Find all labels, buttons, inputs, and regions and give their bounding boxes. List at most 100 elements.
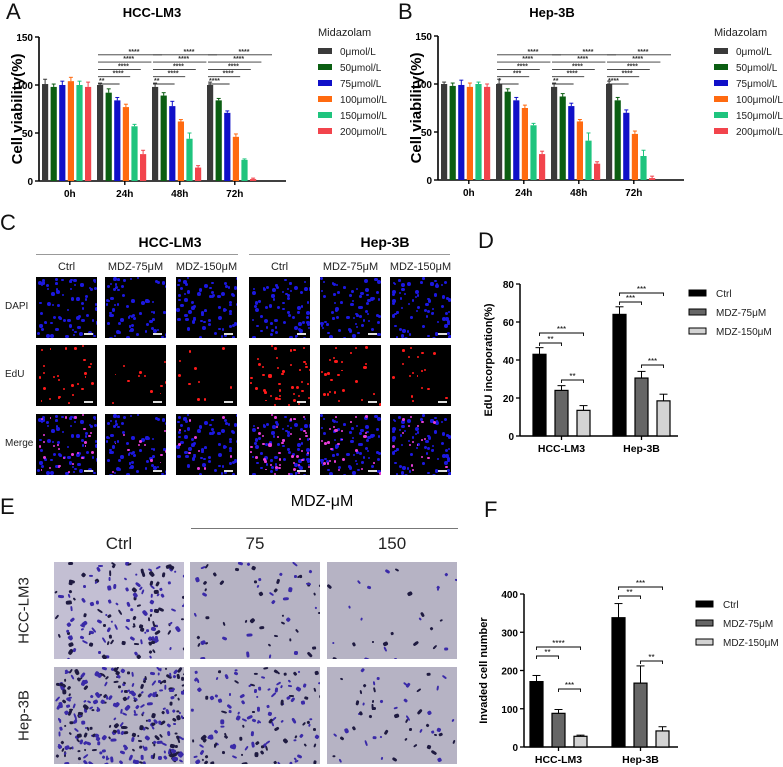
significance-label: ****	[627, 63, 638, 70]
y-tick-label: 0	[508, 432, 514, 443]
bar	[513, 100, 520, 180]
panel-letter-a: A	[6, 0, 21, 24]
bar	[152, 86, 159, 181]
scale-bar	[224, 333, 233, 335]
bar	[496, 84, 503, 180]
legend-swatch	[688, 327, 707, 335]
bar	[215, 100, 222, 181]
bar	[539, 154, 546, 180]
bar	[97, 85, 104, 181]
x-tick-label: 72h	[625, 188, 642, 199]
significance-label: **	[626, 588, 632, 597]
bar	[640, 156, 647, 180]
legend-swatch	[688, 308, 707, 316]
significance-label: ****	[228, 63, 239, 70]
legend-swatch	[714, 48, 728, 54]
y-tick-label: 200	[501, 667, 518, 678]
microscopy-image-dapi	[36, 277, 97, 338]
x-tick-label: 0h	[463, 188, 475, 199]
row-label: HCC-LM3	[15, 577, 33, 644]
bar	[475, 84, 482, 180]
legend-label: 200μmol/L	[736, 127, 783, 138]
significance-label: ****	[239, 49, 250, 56]
legend-swatch	[714, 128, 728, 134]
bar	[131, 126, 138, 181]
column-label: MDZ-150μM	[389, 261, 452, 273]
y-tick-label: 100	[501, 705, 518, 716]
y-tick-label: 0	[27, 177, 33, 188]
bar	[50, 86, 57, 181]
significance-label: **	[547, 335, 553, 344]
bar	[573, 735, 588, 748]
legend-swatch	[318, 112, 332, 118]
bar	[551, 712, 566, 748]
bar	[656, 400, 671, 437]
significance-label: ****	[528, 49, 539, 56]
panel-c-edu-microscopy: HCC-LM3 Hep-3B Ctrl MDZ-75μM MDZ-150μM Ctrl…	[0, 225, 470, 480]
bar	[649, 178, 656, 180]
bar	[140, 154, 147, 181]
microscopy-image-dapi	[390, 277, 451, 338]
significance-label: ***	[557, 325, 566, 334]
bar	[554, 389, 569, 437]
significance-label: ****	[184, 49, 195, 56]
legend-label: Ctrl	[716, 289, 732, 300]
significance-label: ***	[626, 294, 635, 303]
significance-label: **	[154, 78, 160, 85]
legend-swatch	[695, 600, 714, 608]
bar	[521, 108, 528, 180]
legend-swatch	[318, 48, 332, 54]
y-axis-label: Invaded cell number	[478, 617, 490, 724]
chart-title: HCC-LM3	[123, 5, 182, 20]
bar	[594, 163, 601, 180]
y-tick-label: 400	[501, 590, 518, 601]
x-tick-label: 24h	[116, 189, 133, 200]
panel-letter-e: E	[0, 494, 15, 519]
y-tick-label: 300	[501, 628, 518, 639]
column-label: 150	[377, 534, 407, 553]
treatment-header: MDZ-μM	[290, 493, 354, 510]
microscopy-image-dapi	[176, 277, 237, 338]
column-label: Ctrl	[105, 534, 133, 553]
bar	[611, 617, 626, 748]
microscopy-image-dapi	[105, 277, 166, 338]
bar	[232, 136, 239, 181]
bar	[614, 100, 621, 180]
significance-label: ****	[173, 63, 184, 70]
panel-letter-f: F	[484, 497, 498, 522]
scale-bar	[224, 401, 233, 403]
legend-label: 200μmol/L	[340, 127, 387, 138]
legend-swatch	[318, 96, 332, 102]
microscopy-image-edu	[390, 345, 451, 406]
bar	[160, 95, 167, 181]
scale-bar	[84, 470, 93, 472]
significance-label: ***	[565, 681, 574, 690]
microscopy-image-edu	[176, 345, 237, 406]
legend-label: 50μmol/L	[340, 63, 382, 74]
microscopy-image-merge	[249, 414, 310, 475]
significance-label: ****	[638, 49, 649, 56]
y-tick-label: 50	[421, 128, 433, 139]
column-label: Ctrl	[270, 261, 289, 273]
bar	[458, 84, 465, 180]
legend-label: 50μmol/L	[736, 63, 778, 74]
y-axis-label: EdU incorporation(%)	[483, 303, 495, 416]
y-tick-label: 150	[16, 33, 33, 44]
significance-label: ****	[572, 63, 583, 70]
x-tick-label: 48h	[171, 189, 188, 200]
panel-e-transwell-images: MDZ-μM Ctrl 75 150 HCC-LM3 Hep-3B	[0, 480, 470, 767]
panel-letter-d: D	[478, 228, 494, 253]
chart-a-cell-viability-hcc-lm3: HCC-LM3 Cell viability(%) 0 50 100 150 0h 24h **…	[9, 5, 387, 200]
significance-label: ****	[209, 78, 220, 85]
bar	[612, 313, 627, 437]
group-divider-hep-3b	[249, 254, 450, 255]
transwell-image	[190, 667, 320, 764]
microscopy-image-merge	[176, 414, 237, 475]
y-tick-label: 80	[503, 280, 515, 291]
legend-swatch	[318, 128, 332, 134]
bar	[122, 107, 129, 181]
bar	[606, 84, 613, 180]
scale-bar	[438, 470, 447, 472]
significance-label: ****	[517, 63, 528, 70]
bar	[250, 179, 257, 181]
